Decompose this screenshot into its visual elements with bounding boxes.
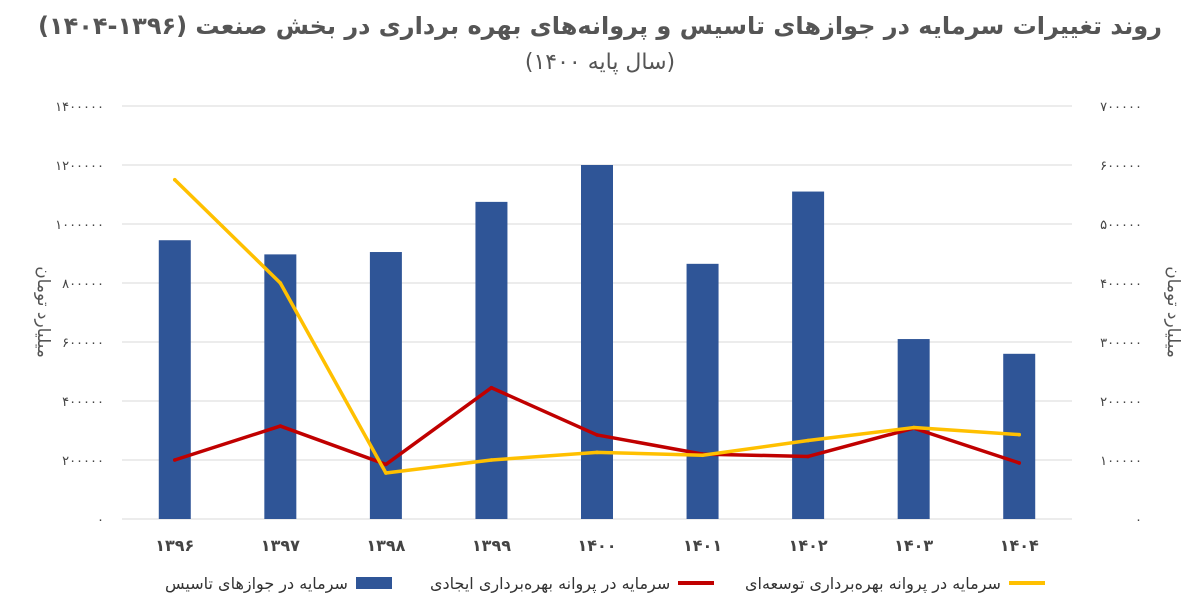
x-tick-label: ۱۳۹۷ [261, 536, 300, 555]
legend-swatch-bar [355, 577, 392, 589]
y-left-tick-label: ۶۰۰۰۰۰ [62, 336, 104, 351]
point-yellow [489, 458, 494, 462]
legend-label-bar: سرمایه در جوازهای تاسیس [165, 573, 348, 593]
y-left-tick-label: ۱۴۰۰۰۰۰ [55, 100, 104, 115]
x-tick-label: ۱۳۹۸ [366, 536, 405, 555]
y-right-tick-label: ۰ [1135, 513, 1142, 528]
y-right-tick-label: ۶۰۰۰۰۰ [1100, 159, 1142, 174]
point-yellow [278, 281, 283, 285]
x-tick-label: ۱۴۰۴ [1000, 536, 1039, 555]
y-right-axis-label: میلیارد تومان [1163, 266, 1183, 358]
point-yellow [1017, 432, 1022, 437]
y-left-tick-label: ۱۰۰۰۰۰۰ [55, 218, 104, 233]
point-red [172, 458, 177, 462]
y-left-tick-label: ۱۲۰۰۰۰۰ [55, 159, 104, 174]
legend: سرمایه در جوازهای تاسیس سرمایه در پروانه… [0, 568, 1200, 598]
y-right-tick-label: ۵۰۰۰۰۰ [1100, 218, 1142, 233]
point-yellow [700, 453, 705, 458]
legend-label-red-line: سرمایه در پروانه بهره‌برداری ایجادی [430, 573, 671, 593]
point-red [384, 462, 388, 467]
bar [581, 165, 613, 519]
legend-label-yellow-line: سرمایه در پروانه بهره‌برداری توسعه‌ای [745, 573, 1001, 593]
point-yellow [595, 450, 599, 455]
x-tick-label: ۱۴۰۱ [683, 536, 722, 555]
point-red [278, 424, 283, 428]
x-tick-label: ۱۴۰۲ [789, 536, 828, 555]
legend-item-yellow-line: سرمایه در پروانه بهره‌برداری توسعه‌ای [745, 568, 1045, 598]
point-red [1017, 461, 1022, 465]
y-right-tick-label: ۷۰۰۰۰۰ [1100, 100, 1142, 115]
x-tick-label: ۱۳۹۶ [155, 536, 194, 555]
chart-title: روند تغییرات سرمایه در جوازهای تاسیس و پ… [37, 12, 1162, 40]
bar [475, 201, 508, 519]
point-red [489, 385, 494, 390]
legend-swatch-red-line [678, 581, 715, 585]
bar [792, 191, 825, 520]
y-right-tick-label: ۳۰۰۰۰۰ [1100, 336, 1142, 351]
y-left-tick-label: ۲۰۰۰۰۰ [62, 454, 104, 469]
point-yellow [806, 438, 810, 443]
chart-subtitle: (سال پایه ۱۴۰۰) [524, 50, 676, 75]
y-left-tick-label: ۴۰۰۰۰۰ [62, 395, 104, 410]
y-right-tick-label: ۱۰۰۰۰۰ [1100, 454, 1142, 469]
bar [264, 254, 297, 519]
x-tick-label: ۱۴۰۰ [577, 536, 616, 555]
x-tick-label: ۱۴۰۳ [894, 536, 933, 555]
y-left-axis-label: میلیارد تومان [33, 266, 53, 358]
y-right-tick-label: ۴۰۰۰۰۰ [1100, 277, 1142, 292]
bar [369, 252, 402, 519]
point-yellow [172, 177, 177, 182]
legend-item-bar: سرمایه در جوازهای تاسیس [165, 568, 392, 598]
y-left-tick-label: ۰ [97, 513, 104, 528]
point-red [595, 433, 599, 437]
legend-item-red-line: سرمایه در پروانه بهره‌برداری ایجادی [430, 568, 715, 598]
point-yellow [911, 425, 916, 430]
point-yellow [384, 471, 388, 475]
bar [158, 240, 191, 519]
legend-swatch-yellow-line [1008, 581, 1045, 585]
x-tick-label: ۱۳۹۹ [472, 536, 511, 555]
y-right-tick-label: ۲۰۰۰۰۰ [1100, 395, 1142, 410]
point-red [806, 454, 810, 459]
y-left-tick-label: ۸۰۰۰۰۰ [62, 277, 104, 292]
bar [686, 263, 719, 519]
